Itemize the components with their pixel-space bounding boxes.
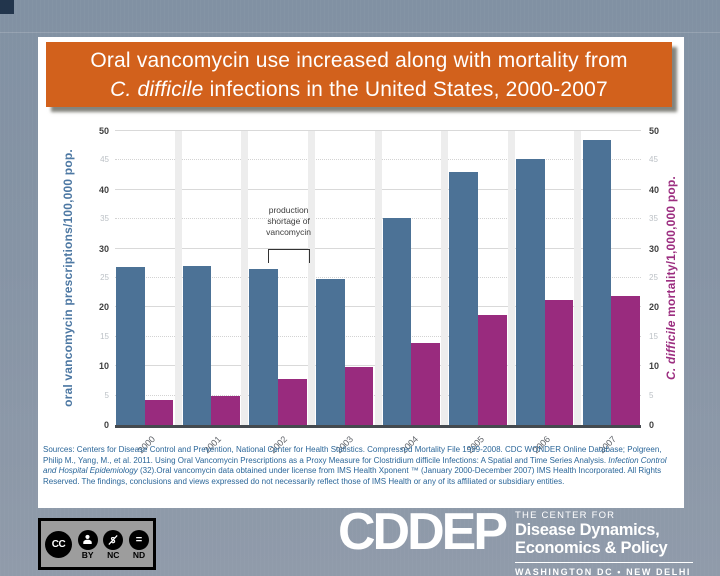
y-tick-label-25: 25	[100, 273, 109, 282]
title-line-2: C. difficile infections in the United St…	[46, 75, 672, 104]
bar-group-2000	[115, 131, 182, 425]
annotation-bracket	[268, 249, 311, 264]
y-tick-label-15: 15	[649, 331, 658, 341]
sources-journal-italic: Infection Control and Hospital Epidemiol…	[43, 455, 667, 476]
cddep-logo: CDDEP THE CENTER FOR Disease Dynamics, E…	[338, 503, 694, 576]
mortality-bar-2007	[611, 295, 640, 425]
background-seam	[0, 32, 720, 33]
prescriptions-bar-2005	[449, 172, 478, 425]
y-tick-label-25: 25	[649, 273, 658, 282]
creative-commons-badge: CC BY $ NC = ND	[38, 518, 156, 570]
bar-group-2006	[515, 131, 582, 425]
cc-by-label: BY	[81, 549, 94, 560]
prescriptions-bar-2006	[515, 158, 545, 425]
y-tick-label-30: 30	[649, 243, 660, 254]
bar-group-2001	[182, 131, 249, 425]
y-tick-label-10: 10	[649, 361, 660, 372]
y-tick-label-0: 0	[649, 420, 655, 430]
corner-accent-square	[0, 0, 14, 14]
mortality-bar-2000	[144, 400, 174, 425]
bar-group-2007	[581, 131, 641, 425]
mortality-bar-2001	[211, 395, 241, 425]
y-tick-label-35: 35	[100, 214, 109, 224]
no-dollar-icon: $	[103, 529, 124, 550]
sources-part-1: Sources: Centers for Disease Control and…	[43, 445, 662, 465]
y-tick-label-20: 20	[98, 302, 109, 313]
y-tick-label-10: 10	[98, 361, 109, 372]
gridline-50	[115, 130, 641, 131]
bar-group-2004	[382, 131, 449, 425]
y-axis-labels-right: 0 10 20 30 40 50 5 15 25 35 45	[645, 126, 681, 430]
title-banner: Oral vancomycin use increased along with…	[46, 42, 672, 107]
sources-part-2: (32).Oral vancomycin data obtained under…	[43, 466, 662, 486]
bar-group-2005	[448, 131, 515, 425]
title-line-1: Oral vancomycin use increased along with…	[90, 48, 628, 72]
cddep-line-3: Economics & Policy	[515, 539, 668, 557]
cddep-line-2: Disease Dynamics,	[515, 521, 660, 539]
annotation-line-2: shortage of	[267, 215, 310, 226]
y-axis-labels-left: 0 10 20 30 40 50 5 15 25 35 45	[72, 126, 112, 430]
y-tick-label-0: 0	[103, 420, 109, 430]
plot-area: production shortage of vancomycin	[115, 130, 641, 428]
title-italic: C. difficile	[110, 77, 204, 101]
cc-nd-label: ND	[132, 549, 146, 560]
person-icon	[77, 529, 98, 550]
annotation-line-1: production	[268, 204, 309, 215]
sources-note: Sources: Centers for Disease Control and…	[43, 445, 678, 487]
prescriptions-bar-2007	[582, 139, 612, 425]
y-tick-label-30: 30	[98, 243, 109, 254]
mortality-bar-2005	[477, 315, 507, 425]
cc-icon: CC	[45, 530, 72, 558]
prescriptions-bar-2002	[249, 269, 279, 425]
mortality-bar-2003	[344, 367, 374, 425]
y-tick-label-35: 35	[649, 214, 658, 224]
prescriptions-bar-2004	[382, 218, 412, 425]
y-tick-label-15: 15	[100, 331, 109, 341]
cddep-tagline: THE CENTER FOR Disease Dynamics, Economi…	[515, 504, 694, 576]
y-tick-label-20: 20	[649, 302, 660, 313]
mortality-bar-2004	[411, 342, 440, 425]
annotation-line-3: vancomycin	[266, 226, 312, 237]
y-tick-label-40: 40	[98, 184, 109, 195]
cc-nc-column: $ NC	[103, 529, 124, 560]
bar-groups	[115, 131, 641, 425]
cddep-line-1: THE CENTER FOR	[515, 510, 616, 521]
y-tick-label-50: 50	[98, 126, 109, 136]
y-tick-label-45: 45	[100, 155, 109, 165]
bar-group-2003	[315, 131, 382, 425]
y-tick-label-40: 40	[649, 184, 660, 195]
content-panel: Oral vancomycin use increased along with…	[38, 37, 684, 508]
mortality-bar-2002	[278, 378, 307, 425]
cddep-acronym: CDDEP	[338, 503, 508, 561]
y-tick-label-45: 45	[649, 155, 658, 165]
cddep-line-4: WASHINGTON DC • NEW DELHI	[515, 567, 692, 576]
prescriptions-bar-2001	[182, 265, 212, 425]
title-line-2-rest: infections in the United States, 2000-20…	[203, 77, 608, 101]
cc-column: CC	[45, 530, 72, 558]
prescriptions-bar-2003	[316, 279, 345, 425]
y-tick-label-5: 5	[649, 390, 654, 400]
mortality-bar-2006	[544, 299, 574, 425]
cc-nc-label: NC	[107, 549, 120, 560]
cc-by-column: BY	[77, 529, 98, 560]
y-tick-label-5: 5	[104, 390, 109, 400]
y-tick-label-50: 50	[649, 126, 660, 136]
logo-divider	[515, 562, 694, 563]
bar-group-2002	[248, 131, 315, 425]
annotation-production-shortage: production shortage of vancomycin	[231, 205, 347, 238]
prescriptions-bar-2000	[116, 267, 145, 425]
cc-nd-column: = ND	[128, 529, 149, 560]
equals-icon: =	[128, 529, 149, 550]
